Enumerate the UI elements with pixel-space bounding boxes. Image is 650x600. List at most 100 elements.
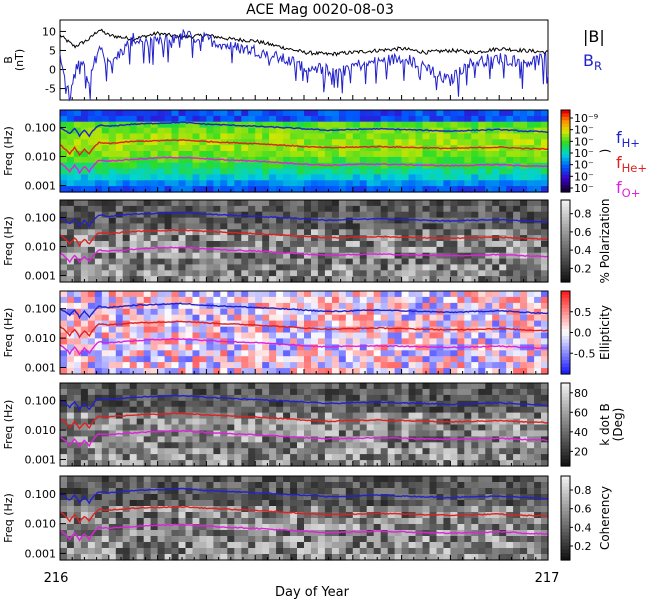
heatmap-cell xyxy=(171,494,180,501)
heatmap-cell xyxy=(443,448,451,455)
heatmap-cell xyxy=(157,168,166,176)
heatmap-cell xyxy=(338,308,347,316)
heatmap-cell xyxy=(262,350,270,357)
heatmap-cell xyxy=(60,362,68,369)
heatmap-cell xyxy=(67,406,75,414)
heatmap-cell xyxy=(164,430,173,437)
heatmap-cell xyxy=(290,115,298,123)
heatmap-cell xyxy=(492,139,500,146)
heatmap-cell xyxy=(331,235,340,242)
heatmap-cell xyxy=(380,356,389,363)
heatmap-cell xyxy=(492,145,500,152)
heatmap-cell xyxy=(471,448,479,455)
heatmap-cell xyxy=(534,151,542,158)
heatmap-cell xyxy=(283,368,291,375)
heatmap-cell xyxy=(143,211,152,219)
colorbar-cell xyxy=(561,133,570,138)
heatmap-cell xyxy=(199,229,207,236)
colorbar-cell xyxy=(561,244,570,249)
heatmap-cell xyxy=(345,270,354,277)
heatmap-cell xyxy=(380,418,389,426)
heatmap-cell xyxy=(157,412,166,420)
heatmap-cell xyxy=(436,338,445,345)
heatmap-cell xyxy=(276,229,284,236)
heatmap-cell xyxy=(352,488,361,495)
heatmap-cell xyxy=(164,400,173,408)
heatmap-cell xyxy=(283,133,291,140)
heatmap-cell xyxy=(401,264,410,271)
heatmap-cell xyxy=(499,200,507,207)
heatmap-cell xyxy=(317,127,326,135)
heatmap-cell xyxy=(373,542,382,549)
heatmap-cell xyxy=(304,235,312,242)
heatmap-cell xyxy=(436,430,445,437)
heatmap-cell xyxy=(115,476,124,483)
heatmap-cell xyxy=(157,314,166,322)
heatmap-cell xyxy=(192,186,201,193)
heatmap-cell xyxy=(373,246,382,254)
heatmap-cell xyxy=(87,168,96,176)
ytick-label: 0.010 xyxy=(25,424,57,437)
heatmap-cell xyxy=(157,512,166,519)
heatmap-cell xyxy=(115,424,124,431)
heatmap-cell xyxy=(290,394,298,402)
heatmap-cell xyxy=(429,406,438,414)
heatmap-cell xyxy=(185,476,194,483)
heatmap-cell xyxy=(478,127,486,135)
heatmap-cell xyxy=(457,406,465,414)
heatmap-cell xyxy=(136,211,145,219)
heatmap-cell xyxy=(317,110,326,117)
heatmap-cell xyxy=(185,180,194,187)
heatmap-cell xyxy=(401,320,410,328)
heatmap-cell xyxy=(359,186,368,193)
heatmap-cell xyxy=(331,156,340,164)
heatmap-cell xyxy=(171,542,180,549)
heatmap-cell xyxy=(373,482,382,489)
heatmap-cell xyxy=(311,506,319,513)
heatmap-cell xyxy=(178,482,187,489)
heatmap-cell xyxy=(136,156,145,164)
heatmap-cell xyxy=(513,186,521,193)
heatmap-cell xyxy=(450,168,458,176)
heatmap-cell xyxy=(436,211,445,219)
heatmap-cell xyxy=(60,156,68,164)
heatmap-cell xyxy=(366,356,375,363)
heatmap-cell xyxy=(143,430,152,437)
heatmap-cell xyxy=(136,548,145,555)
heatmap-cell xyxy=(185,460,194,467)
heatmap-cell xyxy=(67,400,75,408)
heatmap-cell xyxy=(401,133,410,140)
heatmap-cell xyxy=(492,436,500,443)
heatmap-cell xyxy=(178,235,187,242)
heatmap-cell xyxy=(192,518,201,525)
heatmap-cell xyxy=(269,308,277,316)
heatmap-cell xyxy=(297,494,305,501)
heatmap-cell xyxy=(485,139,493,146)
heatmap-cell xyxy=(122,494,131,501)
heatmap-cell xyxy=(115,133,124,140)
heatmap-cell xyxy=(450,332,458,339)
heatmap-cell xyxy=(471,332,479,339)
heatmap-cell xyxy=(429,412,438,420)
heatmap-cell xyxy=(150,110,159,117)
heatmap-cell xyxy=(520,430,528,437)
colorbar-cell xyxy=(561,258,570,263)
heatmap-cell xyxy=(359,264,368,271)
heatmap-cell xyxy=(192,332,201,339)
heatmap-cell xyxy=(394,211,403,219)
heatmap-cell xyxy=(80,110,89,117)
heatmap-cell xyxy=(520,121,528,129)
heatmap-cell xyxy=(164,151,173,158)
heatmap-cell xyxy=(541,241,549,248)
heatmap-cell xyxy=(359,246,368,254)
heatmap-cell xyxy=(485,241,493,248)
heatmap-cell xyxy=(206,139,214,146)
heatmap-cell xyxy=(115,217,124,225)
heatmap-cell xyxy=(415,151,424,158)
heatmap-cell xyxy=(457,302,465,310)
heatmap-cell xyxy=(115,536,124,543)
heatmap-cell xyxy=(269,264,277,271)
heatmap-cell xyxy=(422,241,431,248)
heatmap-cell xyxy=(290,542,298,549)
